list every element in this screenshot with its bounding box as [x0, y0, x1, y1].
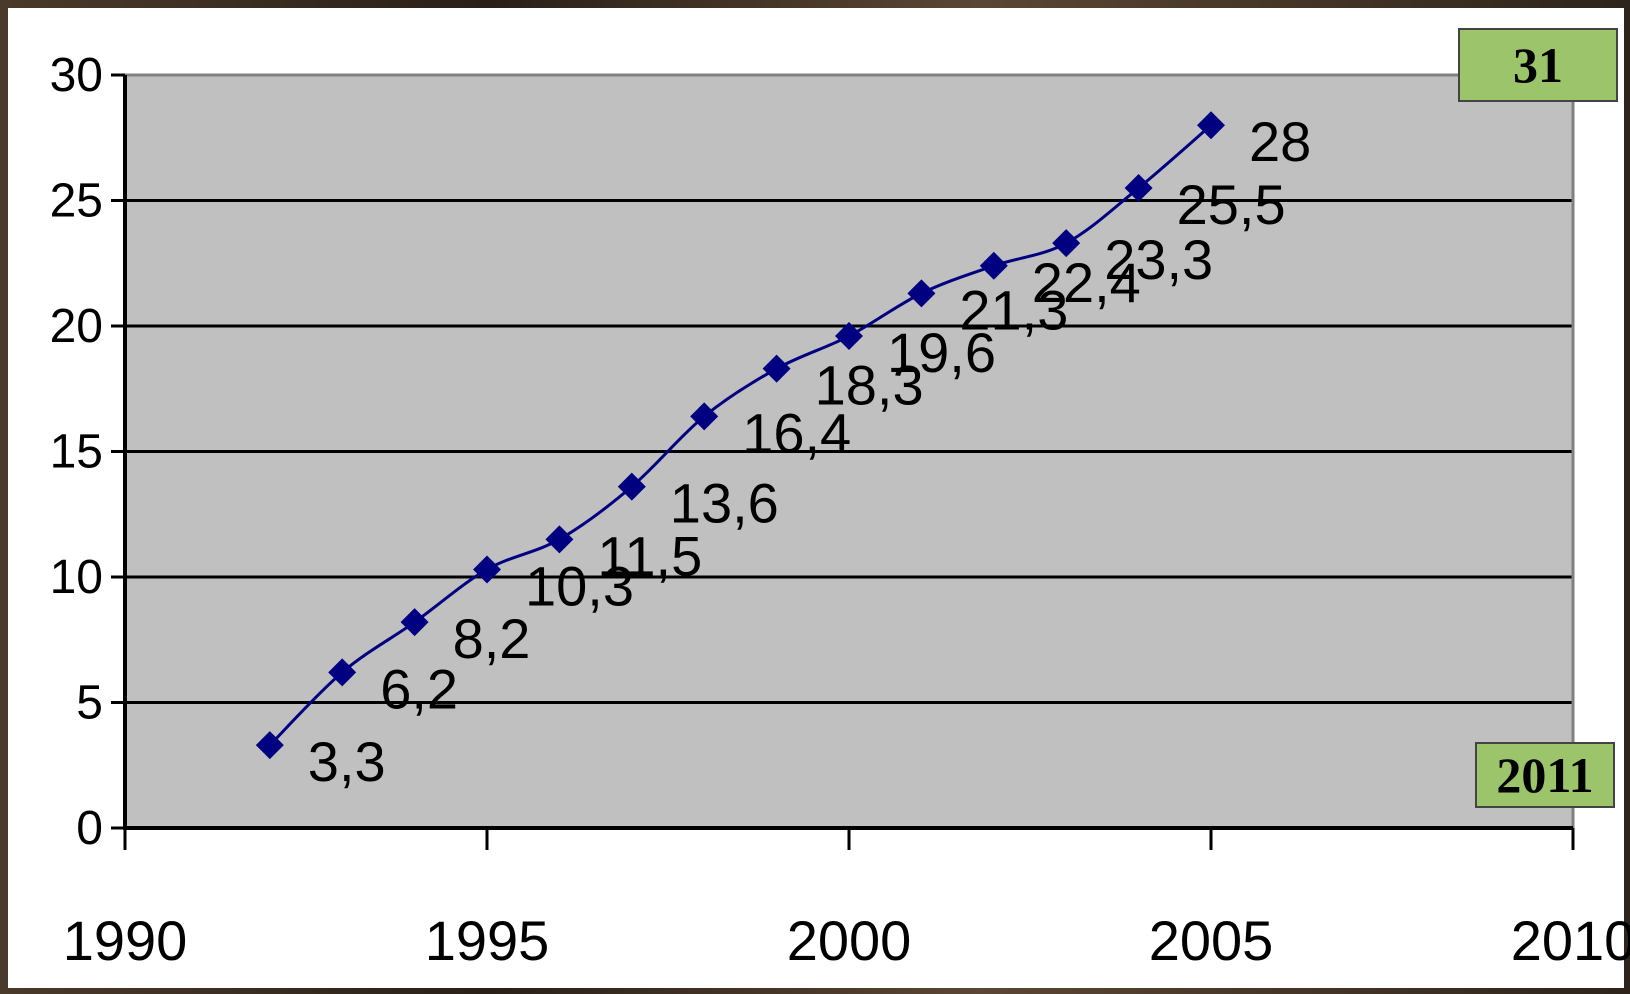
y-tick-label: 15 — [50, 426, 103, 479]
y-tick-label: 5 — [76, 677, 103, 730]
y-tick-label: 10 — [50, 551, 103, 604]
x-tick-label: 2005 — [1149, 909, 1274, 972]
data-label: 21,3 — [959, 278, 1068, 341]
x-tick-label: 2000 — [787, 909, 912, 972]
data-label: 6,2 — [380, 657, 458, 720]
data-label: 25,5 — [1177, 173, 1286, 236]
data-label: 18,3 — [815, 354, 924, 417]
data-marker — [400, 608, 429, 637]
data-marker — [762, 354, 791, 383]
data-marker — [1124, 173, 1153, 202]
data-label: 16,4 — [742, 401, 851, 464]
data-marker — [907, 279, 936, 308]
data-label: 8,2 — [453, 607, 531, 670]
data-marker — [473, 555, 501, 584]
data-marker — [255, 731, 284, 760]
y-tick-label: 0 — [76, 802, 103, 855]
data-label: 13,6 — [670, 472, 779, 535]
data-label: 10,3 — [525, 554, 634, 617]
y-tick-labels: 0 5 10 15 20 25 30 — [50, 49, 103, 855]
axes — [111, 73, 1575, 850]
data-marker — [545, 525, 574, 554]
x-tick-label: 1990 — [63, 909, 188, 972]
data-label: 3,3 — [308, 730, 386, 793]
x-tick-label: 2010 — [1511, 909, 1630, 972]
data-marker — [979, 251, 1008, 280]
x-tick-label: 1995 — [425, 909, 550, 972]
x-tick-labels: 1990 1995 2000 2005 2010 — [63, 909, 1630, 972]
data-label: 22,4 — [1032, 251, 1141, 314]
y-tick-label: 25 — [50, 175, 103, 228]
data-marker — [328, 658, 357, 687]
data-marker — [835, 322, 863, 351]
y-tick-label: 20 — [50, 300, 103, 353]
top-badge: 31 — [1458, 28, 1618, 102]
data-label: 23,3 — [1104, 228, 1213, 291]
data-marker — [1052, 229, 1081, 258]
data-label: 19,6 — [887, 321, 996, 384]
data-marker — [1197, 111, 1225, 140]
data-marker — [690, 402, 719, 431]
year-badge: 2011 — [1475, 742, 1615, 808]
data-label: 11,5 — [597, 524, 702, 587]
data-labels: 3,3 6,28,210,311,513,6 16,418,319,621,322,… — [308, 110, 1311, 793]
data-markers — [255, 111, 1225, 760]
y-tick-label: 30 — [50, 49, 103, 102]
data-marker — [617, 472, 646, 501]
data-label: 28 — [1249, 110, 1311, 173]
